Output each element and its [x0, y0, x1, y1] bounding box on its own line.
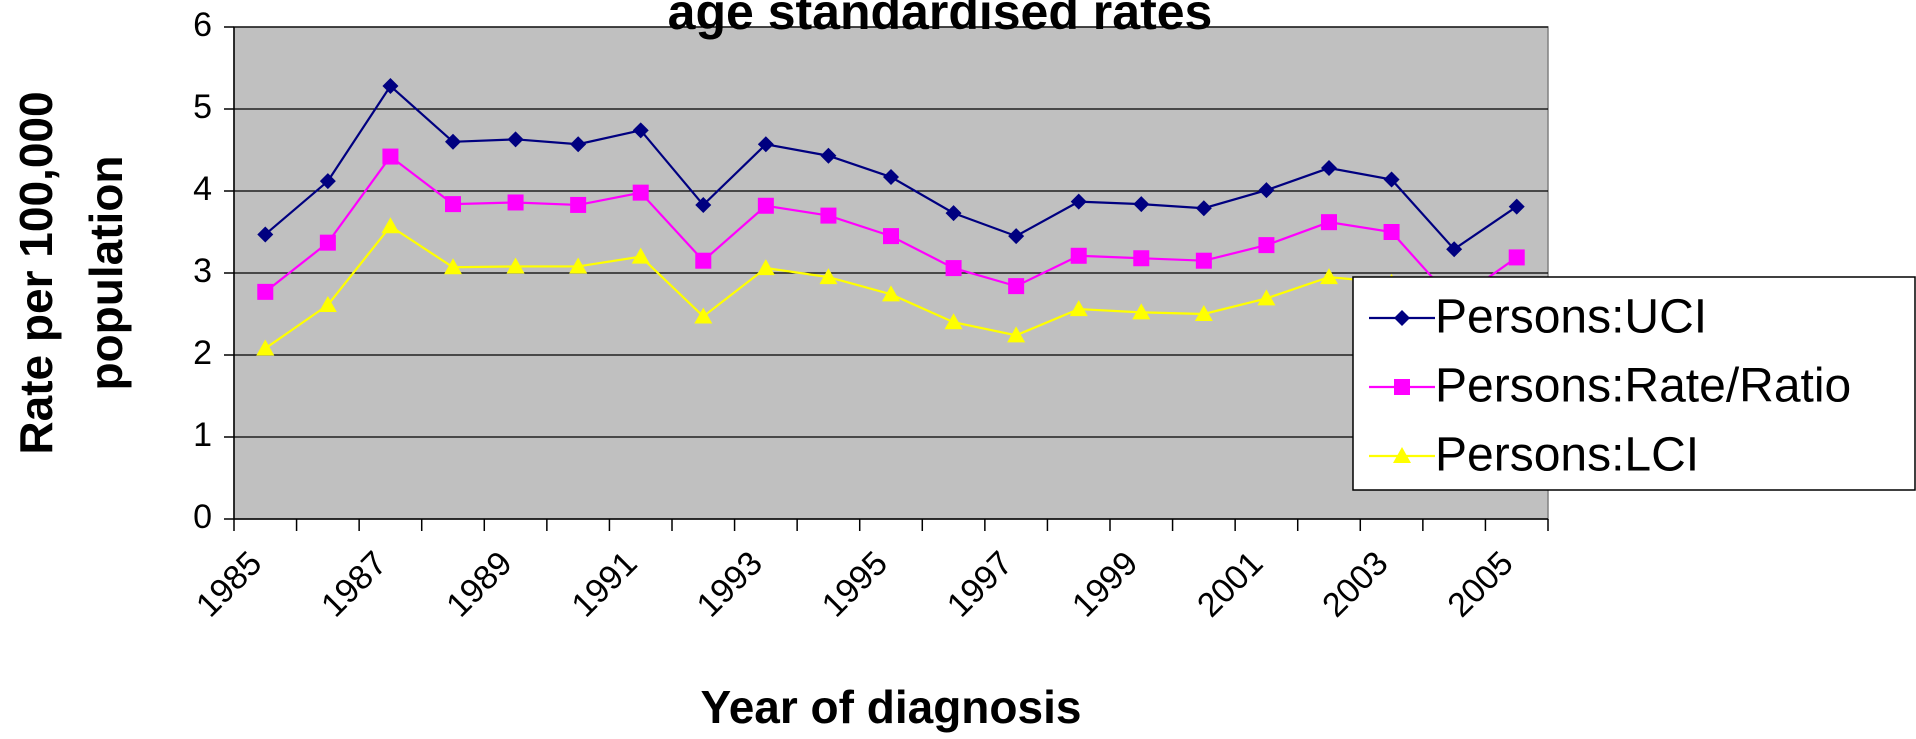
point: [445, 196, 461, 213]
point: [1195, 252, 1212, 269]
x-tick-label: 1989: [439, 544, 519, 624]
x-tick-label: 1993: [690, 544, 770, 624]
point: [694, 307, 713, 324]
point: [882, 285, 900, 302]
point: [883, 228, 899, 245]
y-tick-label: 1: [193, 416, 212, 454]
point: [944, 313, 963, 330]
point: [1133, 250, 1150, 267]
x-tick-label: 1987: [314, 544, 394, 624]
y-axis-title: Rate per 100,000: [10, 91, 62, 454]
point: [257, 226, 274, 243]
point: [1383, 171, 1400, 188]
point: [507, 131, 524, 148]
point: [256, 339, 275, 356]
point: [631, 247, 650, 264]
x-tick-label: 1995: [815, 544, 895, 624]
point: [632, 184, 649, 201]
legend-marker: [1394, 310, 1410, 326]
point: [381, 217, 400, 234]
point: [1008, 278, 1025, 295]
point: [757, 136, 774, 153]
point: [506, 257, 525, 274]
y-axis-title: population: [80, 155, 132, 390]
point: [1508, 249, 1525, 266]
point: [1195, 200, 1212, 217]
x-tick-label: 2005: [1440, 544, 1520, 624]
x-tick-label: 2001: [1190, 544, 1270, 624]
point: [570, 136, 587, 153]
point: [1446, 241, 1463, 258]
point: [1007, 326, 1026, 343]
point: [820, 207, 837, 224]
point: [695, 252, 712, 269]
chart-title: age standardised rates: [668, 0, 1213, 40]
legend-label: Persons:LCI: [1435, 429, 1699, 482]
point: [820, 147, 837, 164]
point: [507, 194, 524, 211]
x-tick-label: 2003: [1315, 544, 1395, 624]
legend: [1352, 276, 1916, 491]
x-axis-title: Year of diagnosis: [701, 681, 1082, 733]
point: [756, 259, 775, 276]
y-tick-label: 6: [193, 6, 212, 44]
point: [1070, 247, 1087, 264]
point: [1321, 214, 1337, 231]
point: [1320, 268, 1338, 285]
y-tick-label: 3: [193, 252, 212, 290]
point: [1321, 160, 1337, 177]
point: [945, 260, 962, 277]
x-tick-label: 1997: [940, 544, 1020, 624]
y-tick-label: 2: [193, 334, 212, 372]
point: [945, 205, 962, 222]
x-tick-label: 1985: [189, 544, 269, 624]
point: [1069, 300, 1088, 317]
point: [819, 268, 838, 285]
point: [382, 78, 399, 95]
point: [1008, 228, 1025, 245]
point: [1383, 224, 1400, 240]
point: [444, 258, 462, 275]
legend-marker: [1394, 379, 1410, 395]
y-tick-label: 5: [193, 88, 212, 126]
point: [569, 257, 588, 274]
point: [632, 122, 649, 139]
x-tick-label: 1991: [564, 544, 644, 624]
point: [319, 234, 336, 251]
point: [1258, 237, 1275, 254]
point: [1194, 305, 1213, 321]
point: [1132, 303, 1151, 320]
point: [318, 295, 337, 312]
y-tick-label: 4: [193, 170, 212, 208]
point: [757, 197, 774, 214]
legend-label: Persons:Rate/Ratio: [1435, 360, 1851, 413]
point: [1258, 182, 1275, 199]
point: [1508, 198, 1525, 215]
point: [445, 133, 461, 150]
x-tick-label: 1999: [1065, 544, 1145, 624]
y-tick-label: 0: [193, 498, 212, 536]
point: [695, 196, 712, 213]
legend-marker: [1393, 447, 1411, 463]
point: [1133, 196, 1150, 213]
legend-label: Persons:UCI: [1435, 291, 1707, 344]
point: [883, 169, 899, 186]
point: [257, 283, 274, 300]
point: [319, 173, 336, 190]
point: [1070, 193, 1087, 210]
point: [1257, 289, 1276, 306]
point: [382, 148, 399, 165]
point: [570, 196, 587, 213]
